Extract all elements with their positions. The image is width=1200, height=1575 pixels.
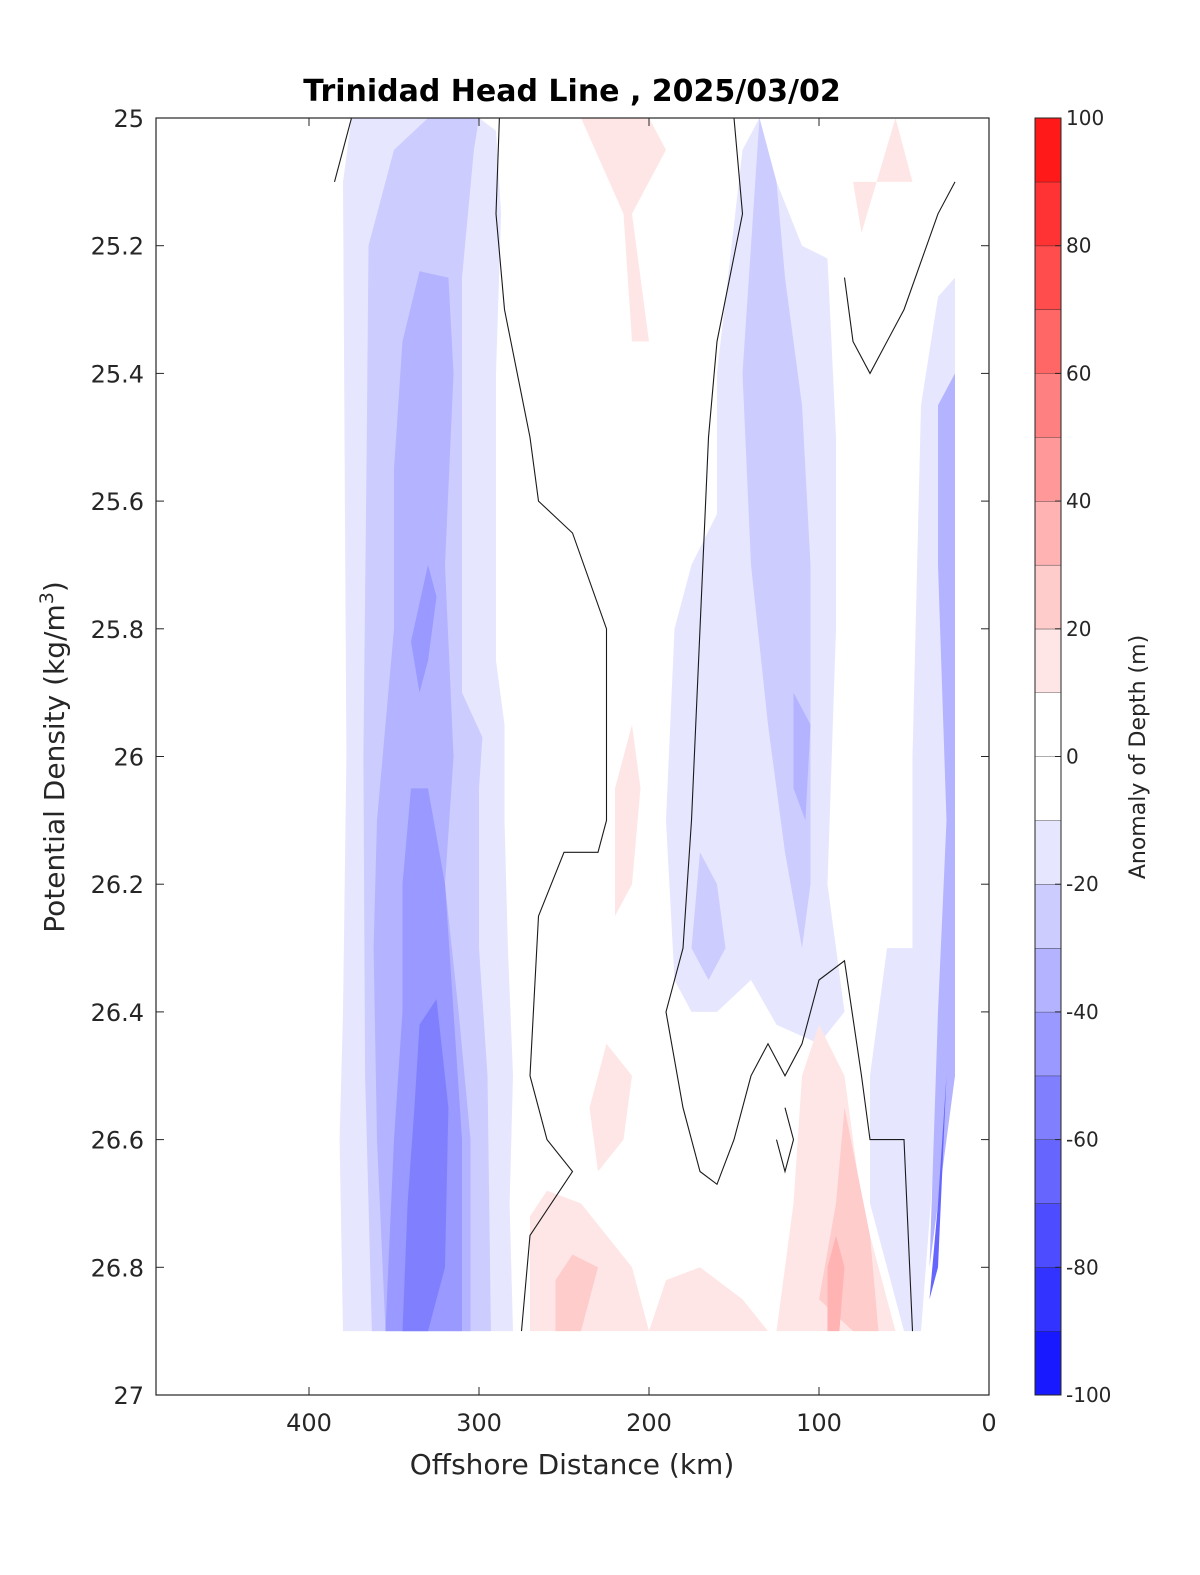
zero-contour-line-2 bbox=[665, 117, 914, 1332]
positive-anomaly-region-14 bbox=[581, 118, 666, 342]
positive-anomaly-region-16 bbox=[615, 724, 641, 917]
chart-title: Trinidad Head Line , 2025/03/02 bbox=[303, 74, 840, 109]
colorbar-tick-label-6: -20 bbox=[1066, 872, 1099, 896]
colorbar-tick-label-2: 60 bbox=[1066, 361, 1091, 385]
colorbar-band bbox=[1035, 820, 1061, 885]
negative-anomaly-region-5 bbox=[402, 999, 449, 1332]
colorbar-band bbox=[1035, 501, 1061, 565]
zero-contour-line-1 bbox=[495, 117, 608, 1332]
colorbar-band bbox=[1035, 245, 1061, 310]
colorbar-band bbox=[1035, 948, 1061, 1012]
y-tick-label-2: 25.4 bbox=[91, 360, 144, 388]
colorbar-band bbox=[1035, 309, 1061, 374]
y-tick-label-6: 26.2 bbox=[91, 871, 144, 899]
y-tick-label-5: 26 bbox=[113, 744, 144, 772]
x-tick-label-4: 0 bbox=[981, 1409, 996, 1437]
zero-contour-line-4 bbox=[775, 1107, 795, 1174]
y-tick-label-0: 25 bbox=[113, 105, 144, 133]
colorbar: 100 80 60 40 20 0 -20 -40 -60 -80 -100 bbox=[1034, 106, 1111, 1407]
colorbar-ticks: 100 80 60 40 20 0 -20 -40 -60 -80 -100 bbox=[1055, 106, 1111, 1407]
colorbar-tick-label-7: -40 bbox=[1066, 1000, 1099, 1024]
plot-area bbox=[155, 117, 990, 1396]
x-tick-label-3: 100 bbox=[796, 1409, 842, 1437]
y-axis-label-main: Potential Density (kg/m bbox=[38, 604, 71, 933]
y-tick-label-10: 27 bbox=[113, 1382, 144, 1410]
x-tick-label-2: 200 bbox=[626, 1409, 672, 1437]
y-tick-label-3: 25.6 bbox=[91, 488, 144, 516]
contour-fills bbox=[339, 118, 955, 1332]
colorbar-band bbox=[1035, 756, 1061, 821]
x-tick-labels: 400 300 200 100 0 bbox=[286, 1409, 997, 1437]
y-axis-label-superscript: 3 bbox=[36, 592, 58, 604]
zero-contour-line-0 bbox=[333, 117, 353, 183]
colorbar-tick-label-3: 40 bbox=[1066, 489, 1091, 513]
colorbar-label: Anomaly of Depth (m) bbox=[1126, 635, 1151, 879]
colorbar-tick-label-8: -60 bbox=[1066, 1128, 1099, 1152]
y-tick-label-8: 26.6 bbox=[91, 1127, 144, 1155]
x-tick-label-0: 400 bbox=[286, 1409, 332, 1437]
positive-anomaly-region-23 bbox=[827, 1235, 845, 1332]
x-axis-label: Offshore Distance (km) bbox=[410, 1448, 735, 1481]
y-axis-label-suffix: ) bbox=[38, 581, 71, 592]
colorbar-tick-label-4: 20 bbox=[1066, 617, 1091, 641]
negative-anomaly-region-13 bbox=[929, 1075, 947, 1300]
colorbar-tick-label-1: 80 bbox=[1066, 234, 1091, 258]
negative-anomaly-region-12 bbox=[921, 373, 955, 1332]
colorbar-band bbox=[1035, 884, 1061, 949]
negative-anomaly-region-9 bbox=[793, 692, 811, 821]
y-axis-label: Potential Density (kg/m3) bbox=[36, 581, 71, 933]
colorbar-band bbox=[1035, 1331, 1061, 1395]
y-tick-label-4: 25.8 bbox=[91, 616, 144, 644]
x-tick-label-1: 300 bbox=[456, 1409, 502, 1437]
axis-ticks bbox=[156, 117, 990, 1396]
y-tick-label-1: 25.2 bbox=[91, 233, 144, 261]
positive-anomaly-region-15 bbox=[853, 118, 913, 233]
colorbar-band bbox=[1035, 373, 1061, 438]
zero-contour-lines bbox=[333, 117, 956, 1332]
colorbar-band bbox=[1035, 437, 1061, 502]
colorbar-band bbox=[1035, 1267, 1061, 1332]
positive-anomaly-region-19 bbox=[649, 1267, 768, 1332]
colorbar-tick-label-10: -100 bbox=[1066, 1383, 1111, 1407]
colorbar-band bbox=[1035, 181, 1061, 246]
zero-contour-line-3 bbox=[843, 181, 956, 375]
colorbar-band bbox=[1035, 564, 1061, 629]
colorbar-tick-label-0: 100 bbox=[1066, 106, 1104, 130]
positive-anomaly-region-22 bbox=[555, 1254, 598, 1332]
colorbar-band bbox=[1035, 1139, 1061, 1204]
positive-anomaly-region-17 bbox=[589, 1043, 632, 1172]
colorbar-band bbox=[1035, 1075, 1061, 1140]
colorbar-tick-label-9: -80 bbox=[1066, 1255, 1099, 1279]
colorbar-tick-label-5: 0 bbox=[1066, 745, 1079, 769]
y-tick-label-9: 26.8 bbox=[91, 1254, 144, 1282]
colorbar-band bbox=[1035, 1203, 1061, 1268]
colorbar-bands bbox=[1035, 117, 1061, 1395]
colorbar-band bbox=[1035, 692, 1061, 757]
colorbar-band bbox=[1035, 118, 1061, 182]
negative-anomaly-region-10 bbox=[691, 852, 726, 980]
negative-anomaly-region-6 bbox=[436, 118, 471, 150]
negative-anomaly-region-11 bbox=[870, 277, 955, 1332]
y-tick-labels: 25 25.2 25.4 25.6 25.8 26 26.2 26.4 26.6 26.8 27 bbox=[91, 105, 144, 1410]
y-tick-label-7: 26.4 bbox=[91, 999, 144, 1027]
colorbar-band bbox=[1035, 1011, 1061, 1076]
negative-anomaly-region-3 bbox=[411, 564, 437, 693]
colorbar-band bbox=[1035, 628, 1061, 693]
